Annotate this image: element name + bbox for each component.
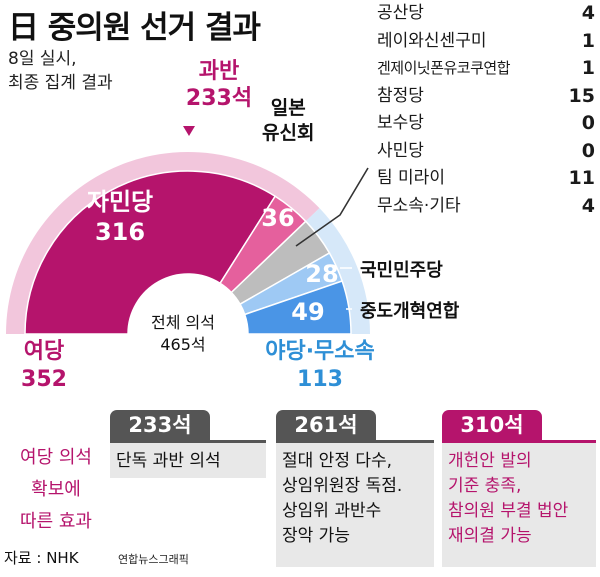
threshold-effect-line: 절대 안정 다수,: [282, 451, 393, 471]
other-party-row: 겐제이닛폰유코쿠연합 1: [377, 55, 599, 83]
other-party-row: 참정당 15: [377, 83, 599, 111]
opposition-total-value: 113: [297, 367, 343, 392]
other-party-seats: 0: [581, 112, 595, 134]
other-party-seats: 0: [581, 139, 595, 162]
leader-line: [287, 149, 301, 176]
other-party-name: 공산당: [377, 3, 424, 23]
other-party-row: 공산당 4: [377, 0, 599, 28]
centrist-label: 중도개혁연합: [360, 301, 460, 322]
slice-0: [24, 170, 277, 335]
dpp-label: 국민민주당: [360, 260, 443, 281]
subtitle-status: 최종 집계 결과: [8, 73, 113, 93]
total-seats: 전체 의석 465석: [128, 312, 238, 356]
subtitle-date: 8일 실시,: [8, 49, 77, 69]
slice-name-label: 자민당: [87, 188, 153, 216]
threshold-effect-box: 단독 과반 의석: [110, 440, 266, 478]
majority-arrow-icon: [183, 126, 195, 136]
ruling-total-label: 여당: [23, 339, 65, 364]
majority-label-text: 과반: [198, 59, 240, 84]
slice-value-label: 316: [95, 218, 145, 246]
other-party-name: 보수당: [377, 113, 424, 133]
ishin-label-line2: 유신회: [262, 122, 315, 144]
slice-value-label: 28: [305, 260, 338, 288]
other-party-row: 팀 미라이 11: [377, 165, 599, 193]
opposition-total-label: 야당·무소속: [265, 339, 375, 364]
other-party-name: 무소속·기타: [377, 195, 461, 216]
leader-line: [295, 167, 369, 247]
threshold-seats-tag: 310석: [442, 410, 542, 440]
graphic-credit: 연합뉴스그래픽: [118, 553, 189, 566]
other-party-row: 무소속·기타 4: [377, 193, 599, 221]
other-party-seats: 11: [568, 167, 595, 189]
effect-label: 여당 의석 확보에 따른 효과: [6, 442, 106, 538]
threshold-effect-line: 상임위 과반수: [282, 501, 382, 521]
other-party-name: 팀 미라이: [377, 168, 445, 188]
threshold-section: 여당 의석 확보에 따른 효과 233석 단독 과반 의석 261석 절대 안정 다수…: [0, 402, 600, 577]
source-note: 자료 : NHK: [4, 549, 79, 567]
threshold-seats-tag: 233석: [110, 410, 210, 440]
other-party-seats: 4: [581, 2, 595, 24]
effect-line2: 확보에: [31, 479, 81, 500]
opposition-total: 야당·무소속 113: [250, 338, 390, 394]
ishin-label: 일본 유신회: [262, 96, 314, 146]
ruling-total-value: 352: [21, 367, 67, 392]
total-seats-value: 465석: [160, 335, 206, 354]
other-party-row: 레이와신센구미 1: [377, 28, 599, 56]
other-party-seats: 1: [581, 57, 595, 79]
majority-label-seats: 233석: [185, 86, 253, 111]
effect-line1: 여당 의석: [20, 447, 92, 468]
other-party-seats: 15: [568, 84, 595, 107]
total-seats-label: 전체 의석: [151, 313, 215, 332]
other-party-seats: 1: [581, 29, 595, 52]
slice-value-label: 49: [291, 298, 324, 326]
threshold-effect-line: 참의원 부결 법안: [448, 501, 569, 521]
threshold-effect-line: 재의결 가능: [448, 526, 532, 546]
threshold-effect-line: 상임위원장 독점.: [282, 476, 403, 496]
other-party-seats: 4: [581, 194, 595, 217]
threshold-effect-line: 개헌안 발의: [448, 451, 532, 471]
group-ring-ruling: [6, 152, 320, 334]
threshold-effect-line: 장악 가능: [282, 526, 350, 546]
other-party-row: 사민당 0: [377, 138, 599, 166]
threshold-effect-line: 기준 충족,: [448, 476, 522, 496]
other-party-name: 겐제이닛폰유코쿠연합: [377, 59, 511, 77]
other-party-row: 보수당 0: [377, 110, 599, 138]
ruling-total: 여당 352: [14, 338, 74, 394]
threshold-seats-tag: 261석: [276, 410, 376, 440]
other-party-name: 참정당: [377, 85, 424, 106]
chart-base: [0, 334, 600, 338]
threshold-effect-line: 단독 과반 의석: [116, 451, 221, 471]
page-title: 日 중의원 선거 결과: [8, 10, 261, 46]
other-parties-list: 공산당 4 레이와신센구미 1 겐제이닛폰유코쿠연합 1 참정당 15 보수당 0 사민당 0 팀 미라…: [377, 0, 599, 220]
slice-value-label: 36: [261, 204, 294, 232]
ishin-label-line1: 일본: [270, 97, 306, 119]
majority-label: 과반 233석: [181, 58, 257, 112]
effect-line3: 따른 효과: [20, 511, 92, 532]
other-party-name: 사민당: [377, 140, 424, 161]
other-party-name: 레이와신센구미: [377, 30, 487, 51]
